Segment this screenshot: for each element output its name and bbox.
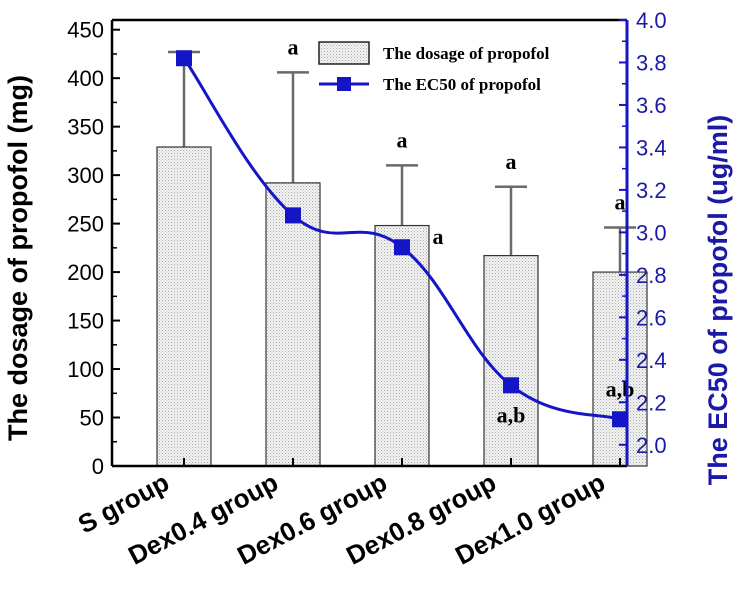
bar-annotation-3: a [506,149,517,174]
ec50-point-1 [285,207,301,224]
legend-label-dosage: The dosage of propofol [383,44,550,63]
y-tick-label-left-1: 50 [80,406,104,431]
y-tick-label-left-6: 300 [67,163,104,188]
bar-annotation-1: a [288,34,299,59]
legend-label-ec50: The EC50 of propofol [383,75,541,94]
y-tick-label-right-0: 2.0 [636,433,667,458]
bar-4 [592,271,648,467]
point-annotation-4: a,b [606,376,635,401]
y-tick-label-right-8: 3.6 [636,93,667,118]
y-tick-label-right-3: 2.6 [636,305,667,330]
y-tick-label-right-9: 3.8 [636,50,667,75]
ec50-point-3 [503,377,519,394]
legend-marker-swatch [337,77,351,91]
annotation-layer: a a a a a a,b a,b [288,34,635,427]
y-tick-label-right-10: 4.0 [636,8,667,33]
line-layer [176,50,628,428]
bar-annotation-4: a [615,189,626,214]
y-axis-label-left: The dosage of propofol (mg) [3,75,33,441]
bar-1 [265,182,321,467]
bars-layer [156,50,648,467]
y-tick-label-left-9: 450 [67,18,104,43]
legend: The dosage of propofol The EC50 of propo… [318,41,550,94]
y-tick-label-left-8: 400 [67,66,104,91]
point-annotation-2: a [433,224,444,249]
y-tick-label-right-5: 3.0 [636,220,667,245]
y-tick-label-left-3: 150 [67,309,104,334]
y-tick-label-left-5: 250 [67,212,104,237]
y-tick-label-right-2: 2.4 [636,348,667,373]
y-tick-label-left-4: 200 [67,260,104,285]
y-tick-label-left-0: 0 [92,454,104,479]
y-tick-label-right-6: 3.2 [636,178,667,203]
y-tick-label-right-4: 2.8 [636,263,667,288]
ec50-point-2 [394,239,410,256]
bar-3 [483,255,539,467]
legend-bar-swatch [318,41,370,65]
y-axis-label-right: The EC50 of propofol (ug/ml) [703,115,733,485]
y-tick-label-left-2: 100 [67,357,104,382]
ec50-point-0 [176,50,192,67]
point-annotation-3: a,b [497,402,526,427]
y-tick-label-right-1: 2.2 [636,390,667,415]
bar-2 [374,224,430,467]
bar-0 [156,146,212,467]
y-tick-label-left-7: 350 [67,115,104,140]
bar-annotation-2: a [397,127,408,152]
y-tick-label-right-7: 3.4 [636,135,667,160]
